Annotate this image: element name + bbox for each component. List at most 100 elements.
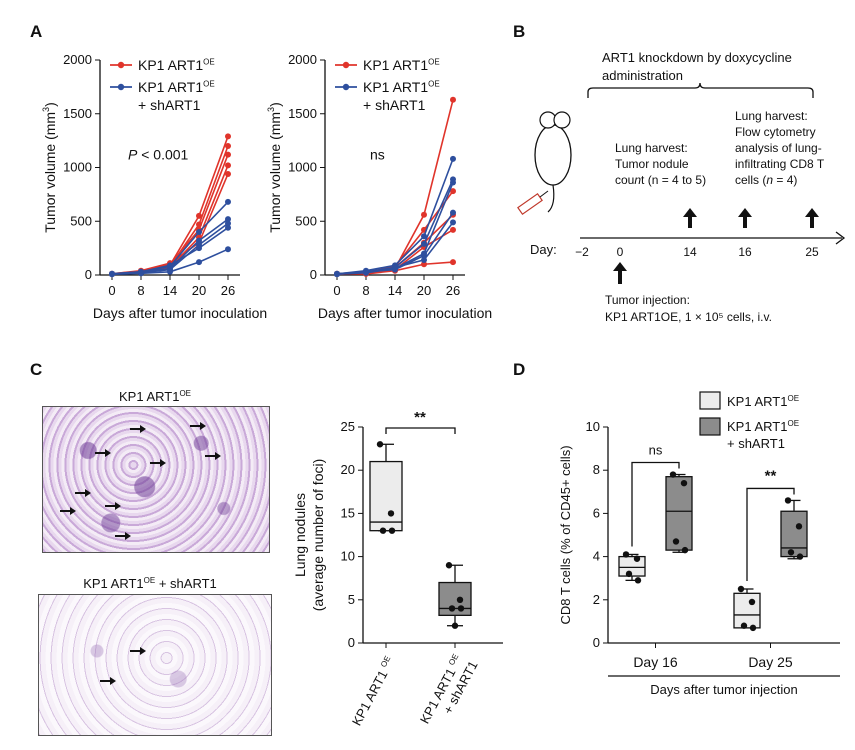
data-point [196, 237, 202, 244]
y-axis-label: Tumor volume (mm3) [266, 102, 283, 233]
y-tick-label: 1000 [63, 160, 92, 175]
panel-letter-d: D [513, 360, 526, 379]
y-tick-label: 500 [70, 213, 92, 228]
data-point [225, 162, 231, 169]
harvest2-text: analysis of lung- [735, 141, 822, 155]
x-tick-label: 0 [333, 283, 340, 298]
data-point [167, 262, 173, 269]
box-dark-point [787, 549, 795, 556]
x-tick-label: 0 [108, 283, 115, 298]
legend-label: KP1 ART1OE [138, 79, 215, 95]
syringe-needle [539, 190, 549, 198]
box-shart1-point [457, 605, 465, 612]
x-tick-label: 20 [417, 283, 431, 298]
data-point [421, 261, 427, 268]
box-light-point [634, 577, 642, 584]
knockdown-label-line2: administration [602, 68, 683, 83]
data-point [421, 256, 427, 263]
box-dark-point [795, 523, 803, 530]
harvest2-text: cells (n = 4) [735, 173, 797, 187]
data-point [225, 246, 231, 253]
y-tick-label: 2 [593, 592, 600, 607]
box-light-point [740, 622, 748, 629]
legend-label: KP1 ART1OE [363, 57, 440, 73]
y-tick-label: 1000 [288, 160, 317, 175]
box-light-box [733, 592, 761, 629]
legend-label: KP1 ART1OE [727, 419, 799, 434]
mouse-ear [553, 111, 571, 129]
box-dark-point [681, 546, 689, 554]
significance-label: ns [649, 443, 663, 458]
day-tick-label: 16 [738, 245, 752, 259]
injection-label: Tumor injection: [605, 293, 690, 307]
legend-swatch [699, 391, 721, 410]
histology-arrow [130, 425, 146, 433]
data-point [225, 151, 231, 158]
legend-label: KP1 ART1OE [363, 79, 440, 95]
data-point [196, 259, 202, 266]
significance-label: ** [765, 467, 777, 484]
box-dark-point [680, 479, 688, 487]
data-point [421, 211, 427, 218]
x-tick-label: 14 [163, 283, 177, 298]
x-tick-label: 8 [137, 283, 144, 298]
data-point [450, 188, 456, 195]
p-value-annotation: P < 0.001 [128, 146, 189, 162]
y-tick-label: 20 [341, 462, 355, 477]
data-point [225, 133, 231, 140]
syringe-icon [517, 190, 549, 215]
legend-label: KP1 ART1OE [138, 57, 215, 73]
data-point [225, 198, 231, 205]
box-shart1-point [445, 562, 453, 569]
day-tick-label: 14 [683, 245, 697, 259]
y-tick-label: 5 [348, 592, 355, 607]
y-tick-label: 0 [593, 635, 600, 650]
y-tick-label: 6 [593, 505, 600, 520]
histology-arrow [100, 677, 116, 685]
y-tick-label: 2000 [288, 52, 317, 67]
data-point [450, 226, 456, 233]
x-tick-label: 26 [446, 283, 460, 298]
arrow-head [805, 208, 819, 217]
data-point [225, 224, 231, 231]
legend-marker [342, 61, 350, 69]
day-tick-label: 25 [805, 245, 819, 259]
data-point [225, 216, 231, 223]
histology-arrow [60, 507, 76, 515]
box-light-point [625, 570, 633, 578]
histology-arrow [205, 452, 221, 460]
panel-letter-a: A [30, 22, 43, 41]
series-line [336, 99, 454, 275]
series-line [111, 173, 229, 275]
day-tick-label: −2 [575, 245, 589, 259]
significance-annotation: ns [370, 146, 385, 162]
x-tick-label: 8 [362, 283, 369, 298]
box-dark-box [780, 510, 808, 558]
box-shart1-point [456, 596, 464, 603]
legend-marker [342, 83, 350, 91]
box-oe-box [369, 460, 403, 532]
data-point [450, 155, 456, 162]
x-category-label: Day 25 [748, 654, 793, 670]
significance-bracket [631, 461, 680, 547]
x-tick-label: 26 [221, 283, 235, 298]
harvest1-text: Tumor nodule [615, 157, 689, 171]
data-point [225, 143, 231, 149]
box-shart1-box [438, 581, 472, 617]
data-point [334, 271, 340, 278]
box-shart1-point [451, 622, 459, 629]
box-oe-point [376, 441, 384, 448]
x-axis-label: Days after tumor inoculation [93, 305, 267, 321]
y-axis-label: Tumor volume (mm3) [41, 102, 58, 233]
y-axis-label: Lung nodules [292, 493, 308, 577]
series-line [336, 182, 454, 275]
x-axis-label: Days after tumor inoculation [318, 305, 492, 321]
data-point [363, 269, 369, 276]
y-tick-label: 2000 [63, 52, 92, 67]
data-point [196, 229, 202, 235]
arrow-head [738, 208, 752, 217]
histology-arrow [95, 449, 111, 457]
box-dark-point [669, 471, 677, 478]
x-category-label: Day 16 [633, 654, 678, 670]
data-point [421, 233, 427, 240]
